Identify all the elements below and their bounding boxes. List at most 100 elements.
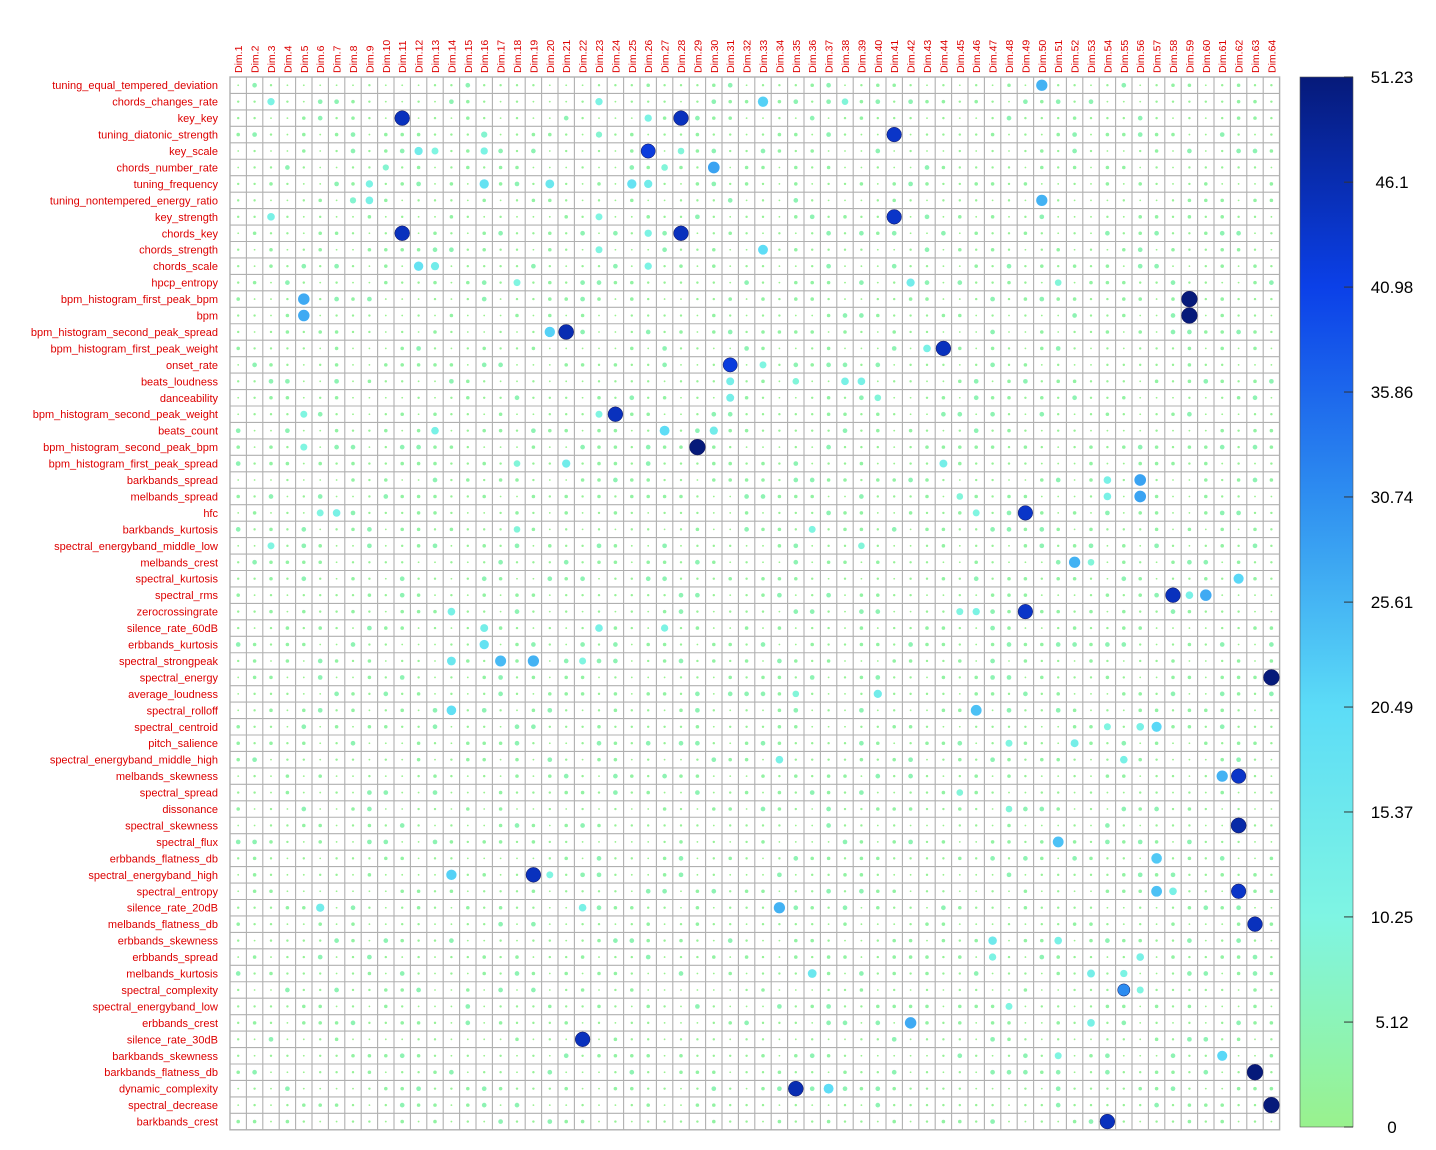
- cell-dot: spectral_decrease / Dim.34: 0.2: [778, 1104, 781, 1107]
- cell-dot: erbbands_flatness_db / Dim.53: 2.6: [1089, 856, 1093, 861]
- cell-dot: hpcp_entropy / Dim.54: 2.6: [1105, 280, 1110, 285]
- cell-dot: melbands_spread / Dim.55: 0.2: [1122, 495, 1125, 498]
- cell-dot: key_strength / Dim.57: 2.6: [1154, 215, 1159, 219]
- cell-dot: bpm_histogram_first_peak_bpm / Dim.5: 27: [298, 293, 310, 305]
- cell-dot: barkbands_flatness_db / Dim.40: 1.2: [876, 1071, 880, 1074]
- cell-dot: key_strength / Dim.26: 2.6: [646, 215, 650, 219]
- cell-dot: chords_changes_rate / Dim.53: 4.5: [1088, 99, 1094, 105]
- cell-dot: spectral_complexity / Dim.35: 0.2: [794, 989, 797, 991]
- cell-dot: hpcp_entropy / Dim.23: 4.5: [596, 280, 602, 285]
- cell-dot: pitch_salience / Dim.5: 2.6: [302, 741, 306, 746]
- cell-dot: melbands_flatness_db / Dim.8: 2.6: [351, 922, 355, 926]
- cell-dot: silence_rate_30dB / Dim.36: 1.2: [810, 1038, 814, 1041]
- cell-dot: spectral_energyband_middle_high / Dim.4:…: [286, 758, 289, 761]
- cell-dot: spectral_rolloff / Dim.25: 1.2: [630, 709, 634, 712]
- cell-dot: beats_count / Dim.3: 0.2: [270, 429, 272, 432]
- cell-dot: melbands_flatness_db / Dim.17: 4.5: [498, 921, 503, 927]
- cell-dot: erbbands_crest / Dim.57: 1.2: [1155, 1021, 1158, 1025]
- cell-dot: spectral_energy / Dim.31: 2.6: [728, 675, 732, 680]
- cell-dot: bpm_histogram_first_peak_bpm / Dim.23: 2…: [597, 297, 601, 301]
- cell-dot: barkbands_spread / Dim.7: 0.2: [335, 479, 338, 481]
- cell-dot: silence_rate_30dB / Dim.54: 1.2: [1106, 1038, 1109, 1041]
- cell-dot: spectral_energy / Dim.47: 4.5: [990, 675, 995, 680]
- cell-dot: danceability / Dim.8: 0.2: [352, 396, 354, 399]
- cell-dot: key_scale / Dim.29: 2.6: [695, 149, 700, 153]
- cell-dot: erbbands_kurtosis / Dim.10: 1.2: [384, 643, 388, 646]
- cell-dot: spectral_energyband_low / Dim.8: 1.2: [351, 1005, 355, 1008]
- cell-dot: chords_scale / Dim.44: 0.2: [942, 265, 945, 268]
- cell-dot: barkbands_kurtosis / Dim.5: 4.5: [301, 527, 307, 532]
- cell-dot: spectral_energyband_low / Dim.41: 2.6: [892, 1004, 896, 1009]
- cell-dot: dynamic_complexity / Dim.9: 1.2: [368, 1087, 371, 1090]
- cell-dot: beats_loudness / Dim.20: 0.2: [548, 380, 551, 383]
- cell-dot: bpm_histogram_first_peak_weight / Dim.25…: [630, 346, 634, 351]
- column-label: Dim.21: [561, 40, 573, 73]
- cell-dot: bpm_histogram_second_peak_bpm / Dim.53: …: [1089, 445, 1093, 449]
- cell-dot: spectral_decrease / Dim.44: 1.2: [942, 1103, 945, 1107]
- cell-dot: silence_rate_20dB / Dim.57: 0.2: [1155, 906, 1158, 909]
- cell-dot: spectral_strongpeak / Dim.8: 1.2: [351, 659, 355, 663]
- cell-dot: spectral_rolloff / Dim.60: 2.6: [1204, 708, 1208, 713]
- cell-dot: erbbands_skewness / Dim.21: 0.2: [565, 939, 568, 942]
- cell-dot: danceability / Dim.55: 2.6: [1122, 395, 1126, 400]
- cell-dot: melbands_kurtosis / Dim.56: 0.2: [1139, 972, 1142, 975]
- cell-dot: barkbands_skewness / Dim.37: 2.6: [826, 1053, 831, 1058]
- cell-dot: spectral_entropy / Dim.28: 0.2: [680, 890, 682, 893]
- cell-dot: barkbands_kurtosis / Dim.7: 1.2: [335, 528, 338, 531]
- cell-dot: bpm_histogram_second_peak_spread / Dim.3…: [727, 329, 733, 335]
- cell-dot: spectral_centroid / Dim.43: 1.2: [925, 725, 929, 728]
- cell-dot: chords_key / Dim.14: 1.2: [450, 232, 453, 235]
- cell-dot: spectral_complexity / Dim.6: 1.2: [318, 988, 322, 992]
- cell-dot: danceability / Dim.64: 0.2: [1270, 396, 1273, 399]
- cell-dot: danceability / Dim.57: 0.2: [1155, 396, 1158, 399]
- cell-dot: silence_rate_30dB / Dim.9: 0.2: [368, 1038, 371, 1041]
- cell-dot: erbbands_crest / Dim.16: 0.2: [483, 1021, 486, 1024]
- cell-dot: barkbands_skewness / Dim.40: 0.2: [876, 1054, 879, 1057]
- cell-dot: bpm_histogram_second_peak_spread / Dim.3…: [827, 331, 830, 333]
- cell-dot: spectral_spread / Dim.25: 1.2: [630, 791, 634, 794]
- cell-dot: bpm_histogram_first_peak_weight / Dim.3:…: [269, 347, 273, 350]
- cell-dot: erbbands_flatness_db / Dim.21: 2.6: [564, 856, 568, 861]
- cell-dot: spectral_complexity / Dim.13: 0.2: [434, 989, 436, 991]
- cell-dot: dynamic_complexity / Dim.3: 0.2: [270, 1087, 272, 1090]
- cell-dot: spectral_rolloff / Dim.22: 0.2: [581, 709, 584, 712]
- cell-dot: bpm_histogram_first_peak_bpm / Dim.20: 2…: [548, 297, 552, 301]
- cell-dot: dissonance / Dim.29: 0.2: [696, 808, 699, 810]
- row-label: barkbands_kurtosis: [123, 524, 219, 536]
- cell-dot: melbands_skewness / Dim.14: 1.2: [450, 774, 453, 778]
- cell-dot: zerocrossingrate / Dim.26: 0.2: [647, 610, 650, 613]
- cell-dot: spectral_spread / Dim.53: 1.2: [1089, 791, 1093, 794]
- cell-dot: spectral_energyband_middle_high / Dim.14…: [450, 758, 453, 761]
- cell-dot: dissonance / Dim.2: 0.2: [253, 808, 256, 810]
- cell-dot: key_key / Dim.37: 0.2: [827, 117, 830, 120]
- cell-dot: spectral_energyband_low / Dim.51: 1.2: [1056, 1005, 1060, 1008]
- cell-dot: key_strength / Dim.1: 1.2: [236, 215, 240, 219]
- cell-dot: silence_rate_20dB / Dim.33: 1.2: [761, 906, 765, 909]
- cell-dot: barkbands_kurtosis / Dim.40: 1.2: [876, 528, 880, 531]
- cell-dot: tuning_nontempered_energy_ratio / Dim.20…: [548, 198, 552, 203]
- cell-dot: spectral_kurtosis / Dim.64: 1.2: [1270, 577, 1273, 580]
- cell-dot: barkbands_spread / Dim.52: 0.2: [1073, 479, 1076, 481]
- cell-dot: bpm_histogram_first_peak_weight / Dim.63…: [1253, 346, 1257, 351]
- cell-dot: spectral_strongpeak / Dim.6: 4.5: [317, 658, 323, 664]
- cell-dot: erbbands_spread / Dim.7: 0.2: [335, 956, 338, 958]
- cell-dot: key_scale / Dim.63: 4.5: [1252, 148, 1258, 154]
- cell-dot: tuning_equal_tempered_deviation / Dim.35…: [794, 84, 798, 87]
- cell-dot: bpm_histogram_first_peak_weight / Dim.38…: [844, 347, 846, 350]
- cell-dot: dynamic_complexity / Dim.54: 1.2: [1106, 1087, 1109, 1090]
- cell-dot: bpm / Dim.18: 2.6: [515, 313, 519, 318]
- cell-dot: chords_strength / Dim.1: 1.2: [236, 248, 240, 251]
- cell-dot: spectral_skewness / Dim.6: 2.6: [318, 823, 322, 828]
- cell-dot: bpm_histogram_second_peak_weight / Dim.9…: [368, 413, 371, 416]
- cell-dot: barkbands_flatness_db / Dim.22: 0.2: [581, 1071, 584, 1074]
- cell-dot: tuning_equal_tempered_deviation / Dim.48…: [1007, 83, 1011, 88]
- cell-dot: melbands_kurtosis / Dim.17: 1.2: [499, 972, 502, 975]
- cell-dot: chords_scale / Dim.38: 0.2: [844, 265, 846, 268]
- cell-dot: spectral_decrease / Dim.3: 0.2: [270, 1104, 272, 1107]
- cell-dot: melbands_spread / Dim.20: 1.2: [548, 495, 552, 498]
- cell-dot: key_key / Dim.39: 2.6: [859, 116, 864, 120]
- cell-dot: spectral_skewness / Dim.57: 1.2: [1155, 824, 1158, 827]
- cell-dot: erbbands_spread / Dim.58: 2.6: [1171, 955, 1175, 959]
- cell-dot: spectral_energyband_middle_low / Dim.21:…: [564, 544, 568, 548]
- cell-dot: spectral_kurtosis / Dim.27: 4.5: [662, 576, 667, 582]
